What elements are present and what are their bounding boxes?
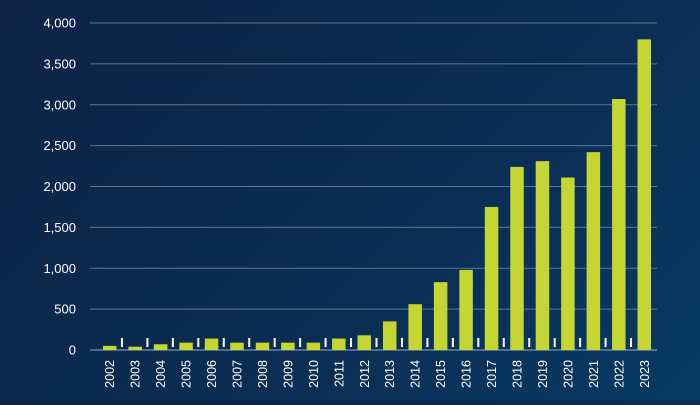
y-tick-label: 3,000 (43, 97, 76, 112)
y-axis-ticks: 0 500 1,000 1,500 2,000 2,500 3,000 3,500 4,000 (43, 16, 76, 358)
category-separator (197, 338, 200, 347)
x-tick-label: 2018 (511, 360, 525, 388)
bar-2021 (586, 152, 601, 350)
category-separator (120, 338, 123, 347)
bar-2002 (102, 345, 117, 350)
category-separator (528, 338, 531, 347)
y-tick-label: 1,000 (43, 261, 76, 276)
bar-2016 (459, 269, 473, 350)
category-separator (451, 338, 454, 347)
category-separator (477, 338, 480, 347)
category-separator (553, 338, 556, 347)
x-tick-label: 2009 (281, 360, 295, 388)
category-separator (222, 338, 225, 347)
x-tick-label: 2016 (460, 360, 474, 388)
category-separator (299, 338, 302, 347)
bar-2005 (179, 342, 193, 350)
bar-2004 (153, 344, 168, 350)
x-tick-label: 2011 (332, 360, 346, 387)
bar-2015 (433, 282, 448, 350)
category-separator (171, 338, 174, 347)
y-tick-label: 500 (54, 302, 76, 317)
x-tick-label: 2007 (231, 360, 245, 388)
x-tick-label: 2006 (205, 360, 219, 388)
category-separator (400, 338, 403, 347)
bar-2019 (535, 161, 550, 350)
category-separator (273, 338, 276, 347)
bar-2009 (281, 342, 295, 350)
bar-2007 (230, 342, 244, 350)
y-tick-label: 4,000 (43, 16, 76, 31)
x-tick-label: 2020 (561, 360, 575, 388)
x-tick-label: 2004 (154, 360, 168, 388)
category-separator (324, 338, 327, 347)
bar-2006 (204, 338, 219, 350)
x-tick-label: 2002 (103, 360, 117, 388)
bar-2008 (255, 342, 270, 350)
x-tick-label: 2010 (307, 360, 321, 388)
x-tick-label: 2023 (638, 360, 652, 388)
y-tick-label: 2,000 (43, 179, 76, 194)
x-axis-ticks: 2002 2003 2004 2005 2006 2007 2008 2009 2010 2011… (103, 338, 652, 388)
bar-2018 (510, 166, 524, 350)
gridlines (90, 22, 657, 351)
bar-2003 (128, 346, 142, 350)
y-tick-label: 0 (69, 343, 76, 358)
x-tick-label: 2019 (536, 360, 550, 388)
x-tick-label: 2015 (434, 360, 448, 388)
y-tick-label: 1,500 (43, 220, 76, 235)
bar-2010 (306, 342, 321, 350)
x-tick-label: 2003 (129, 360, 143, 388)
bar-2023 (637, 39, 652, 350)
x-tick-label: 2021 (587, 360, 601, 388)
y-tick-label: 3,500 (43, 56, 76, 71)
bar-2011 (332, 338, 346, 350)
bar-2014 (408, 304, 422, 350)
x-tick-label: 2005 (180, 360, 194, 388)
category-separator (502, 338, 505, 347)
x-tick-label: 2022 (612, 360, 626, 388)
x-tick-label: 2008 (256, 360, 270, 388)
bar-2017 (484, 206, 499, 350)
category-separator (248, 338, 251, 347)
bars (102, 39, 652, 350)
y-tick-label: 2,500 (43, 138, 76, 153)
category-separator (426, 338, 429, 347)
bar-2012 (357, 335, 372, 350)
bar-2013 (382, 321, 397, 350)
bar-2022 (612, 99, 626, 350)
x-tick-label: 2013 (383, 360, 397, 388)
x-tick-label: 2017 (485, 360, 499, 388)
category-separator (604, 338, 607, 347)
category-separator (579, 338, 582, 347)
category-separator (375, 338, 378, 347)
x-tick-label: 2014 (409, 360, 423, 388)
category-separator (350, 338, 353, 347)
category-separator (146, 338, 149, 347)
x-tick-label: 2012 (358, 360, 372, 388)
category-separator (630, 338, 633, 347)
bar-2020 (561, 177, 575, 350)
